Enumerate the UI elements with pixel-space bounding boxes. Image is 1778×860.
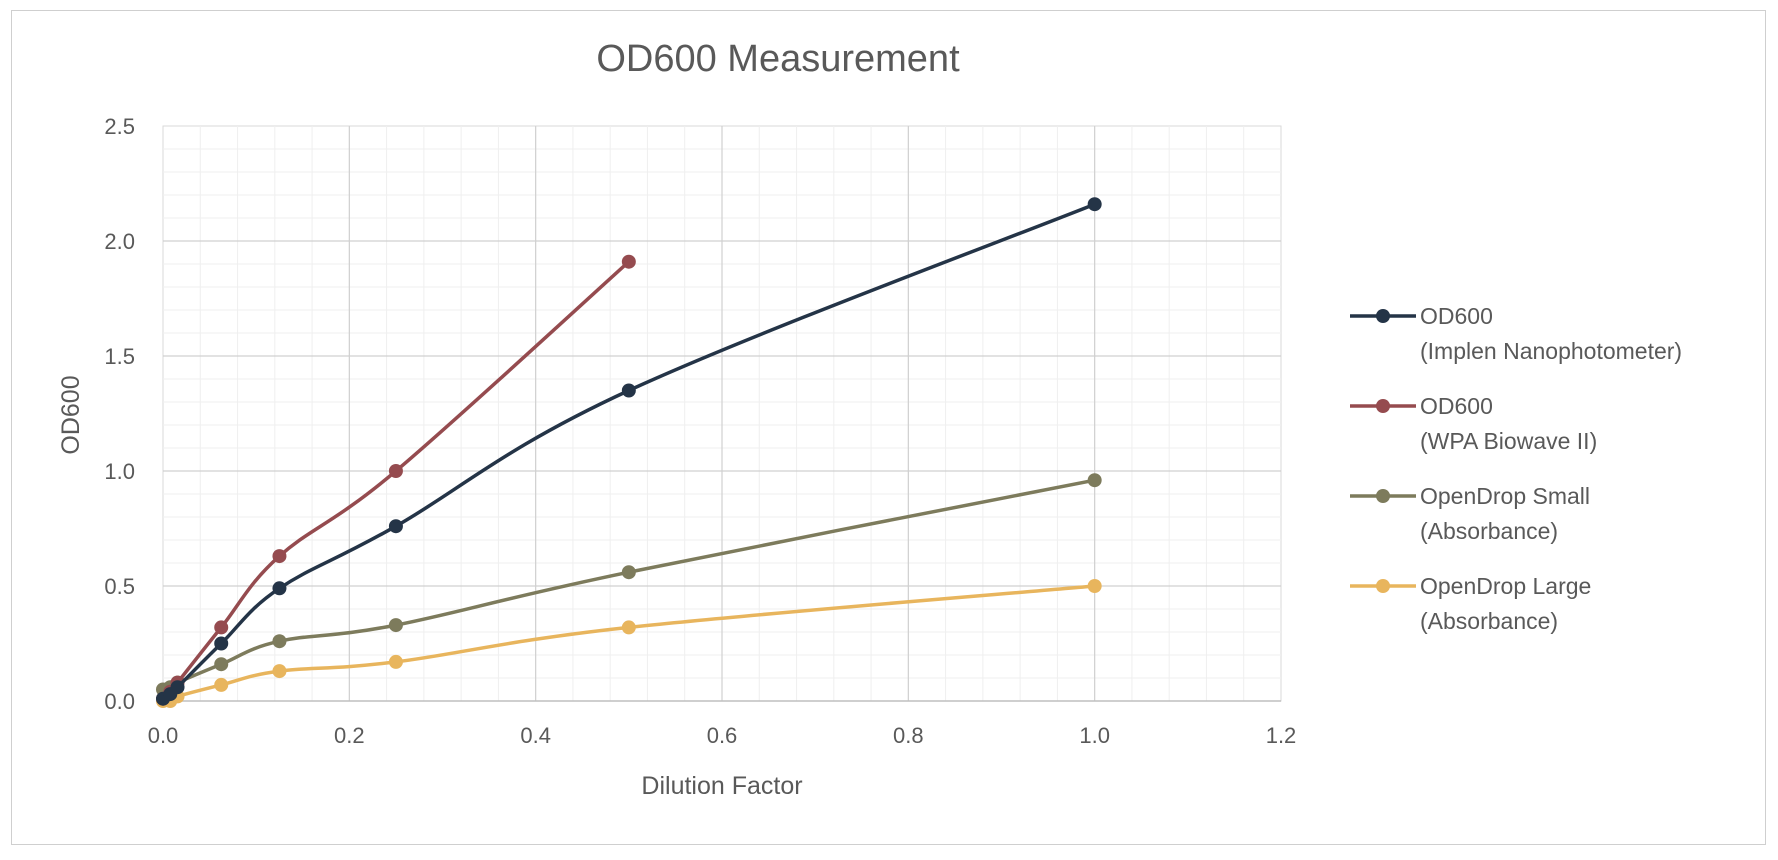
x-tick-label: 0.8 [893, 723, 924, 748]
data-point [621, 383, 636, 398]
y-tick-label: 2.0 [104, 229, 135, 254]
legend-label-line1: OpenDrop Small [1420, 483, 1590, 509]
data-point [1087, 579, 1102, 593]
legend-layer: OD600 (Implen Nanophotometer) OD600 (WPA Bi… [1350, 303, 1682, 634]
legend-label-line2: (Absorbance) [1420, 518, 1558, 544]
legend-label-line1: OD600 [1420, 303, 1493, 329]
axis-layer: 0.0 0.2 0.4 0.6 0.8 1.0 1.2 0.0 0.5 1.0 1.5 2.0 2.5 [104, 114, 1296, 748]
legend-swatch-marker [1376, 489, 1390, 503]
data-point [621, 254, 636, 269]
x-tick-label: 0.0 [148, 723, 179, 748]
legend-entry-4: OpenDrop Large (Absorbance) [1350, 573, 1591, 634]
series-line [161, 478, 1097, 692]
data-point [1087, 473, 1102, 488]
legend-entry-1: OD600 (Implen Nanophotometer) [1350, 303, 1682, 364]
data-point [170, 680, 185, 695]
legend-entry-3: OpenDrop Small (Absorbance) [1350, 483, 1590, 544]
data-point [388, 654, 403, 669]
x-tick-label: 1.0 [1079, 723, 1110, 748]
data-point [272, 581, 287, 596]
y-tick-label: 0.0 [104, 689, 135, 714]
data-point [388, 519, 403, 534]
grid-layer [162, 125, 1282, 702]
legend-entry-2: OD600 (WPA Biowave II) [1350, 393, 1597, 454]
legend-label-line1: OpenDrop Large [1420, 573, 1591, 599]
data-point [272, 664, 287, 679]
legend-label-line2: (Implen Nanophotometer) [1420, 338, 1682, 364]
x-tick-label: 0.4 [520, 723, 551, 748]
legend-swatch-marker [1376, 399, 1390, 413]
series-layer [156, 197, 1102, 708]
x-tick-label: 0.2 [334, 723, 365, 748]
y-tick-label: 1.5 [104, 344, 135, 369]
data-point [214, 636, 229, 651]
data-point [214, 677, 229, 692]
series-3 [156, 473, 1102, 697]
data-point [214, 620, 229, 635]
data-point [621, 620, 636, 635]
y-axis-title: OD600 [57, 375, 85, 454]
y-tick-label: 0.5 [104, 574, 135, 599]
series-line [161, 584, 1097, 704]
x-tick-label: 1.2 [1266, 723, 1297, 748]
legend-label-line2: (Absorbance) [1420, 608, 1558, 634]
data-point [1087, 197, 1102, 212]
legend-label-line1: OD600 [1420, 393, 1493, 419]
y-tick-label: 2.5 [104, 114, 135, 139]
chart-title: OD600 Measurement [596, 38, 960, 80]
legend-label-line2: (WPA Biowave II) [1420, 428, 1597, 454]
x-tick-label: 0.6 [707, 723, 738, 748]
data-point [214, 657, 229, 672]
legend-swatch-marker [1376, 579, 1390, 593]
legend-swatch-marker [1376, 309, 1390, 323]
data-point [272, 549, 287, 564]
data-point [621, 565, 636, 580]
series-4 [156, 579, 1102, 708]
y-tick-label: 1.0 [104, 459, 135, 484]
data-point [388, 464, 403, 478]
x-axis-title: Dilution Factor [641, 772, 802, 800]
data-point [272, 634, 287, 649]
series-1 [156, 197, 1102, 706]
data-point [388, 618, 403, 633]
